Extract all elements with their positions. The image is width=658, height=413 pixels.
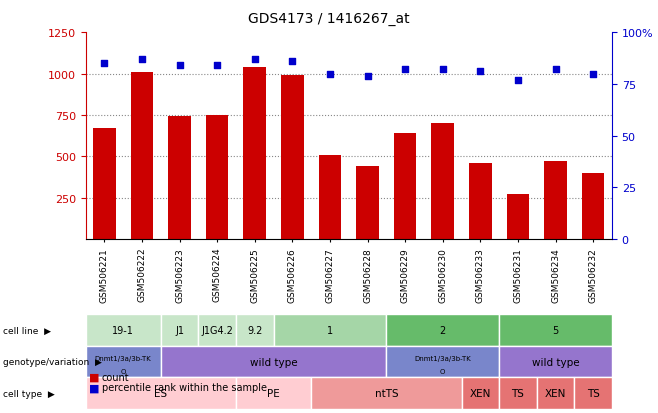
Bar <box>544 162 567 240</box>
Bar <box>243 68 266 240</box>
Text: ■: ■ <box>89 372 99 382</box>
Bar <box>386 315 499 346</box>
Bar <box>86 315 161 346</box>
Text: ntTS: ntTS <box>374 388 398 398</box>
Text: percentile rank within the sample: percentile rank within the sample <box>102 382 267 392</box>
Text: 9.2: 9.2 <box>247 325 263 335</box>
Text: wild type: wild type <box>532 357 579 367</box>
Bar <box>274 315 386 346</box>
Text: cell type  ▶: cell type ▶ <box>3 389 55 398</box>
Bar <box>86 346 161 377</box>
Bar <box>93 129 116 240</box>
Point <box>324 71 335 78</box>
Bar <box>356 167 379 240</box>
Bar <box>318 155 342 240</box>
Text: wild type: wild type <box>250 357 297 367</box>
Bar <box>537 377 574 409</box>
Bar <box>461 377 499 409</box>
Text: GDS4173 / 1416267_at: GDS4173 / 1416267_at <box>248 12 410 26</box>
Bar <box>236 315 274 346</box>
Text: J1: J1 <box>175 325 184 335</box>
Point <box>137 57 147 63</box>
Bar <box>469 164 492 240</box>
Text: Dnmt1/3a/3b-TK: Dnmt1/3a/3b-TK <box>415 355 471 361</box>
Text: PE: PE <box>267 388 280 398</box>
Bar <box>168 116 191 240</box>
Point <box>212 63 222 69</box>
Point <box>550 67 561 74</box>
Text: 19-1: 19-1 <box>113 325 134 335</box>
Bar <box>582 173 605 240</box>
Text: XEN: XEN <box>470 388 491 398</box>
Bar <box>507 195 529 240</box>
Bar <box>499 377 537 409</box>
Text: ■: ■ <box>89 382 99 392</box>
Bar <box>499 346 612 377</box>
Point <box>174 63 185 69</box>
Point <box>249 57 260 63</box>
Text: Dnmt1/3a/3b-TK: Dnmt1/3a/3b-TK <box>95 355 151 361</box>
Bar <box>131 73 153 240</box>
Point <box>400 67 411 74</box>
Point <box>475 69 486 76</box>
Text: count: count <box>102 372 130 382</box>
Bar <box>161 346 386 377</box>
Text: 1: 1 <box>327 325 333 335</box>
Point <box>513 77 523 84</box>
Text: O: O <box>120 368 126 374</box>
Text: O: O <box>440 368 445 374</box>
Point <box>588 71 598 78</box>
Bar <box>281 76 303 240</box>
Text: J1G4.2: J1G4.2 <box>201 325 233 335</box>
Point <box>99 61 110 67</box>
Point <box>287 59 297 65</box>
Text: cell line  ▶: cell line ▶ <box>3 326 51 335</box>
Text: genotype/variation  ▶: genotype/variation ▶ <box>3 357 102 366</box>
Bar <box>311 377 461 409</box>
Point <box>438 67 448 74</box>
Bar <box>236 377 311 409</box>
Point <box>363 73 373 80</box>
Bar <box>394 134 417 240</box>
Text: TS: TS <box>587 388 599 398</box>
Bar <box>499 315 612 346</box>
Bar <box>161 315 198 346</box>
Bar <box>574 377 612 409</box>
Text: 2: 2 <box>440 325 446 335</box>
Bar <box>86 377 236 409</box>
Text: 5: 5 <box>553 325 559 335</box>
Bar <box>386 346 499 377</box>
Text: ES: ES <box>154 388 167 398</box>
Bar <box>206 116 228 240</box>
Bar <box>198 315 236 346</box>
Text: XEN: XEN <box>545 388 567 398</box>
Bar <box>432 124 454 240</box>
Text: TS: TS <box>511 388 524 398</box>
